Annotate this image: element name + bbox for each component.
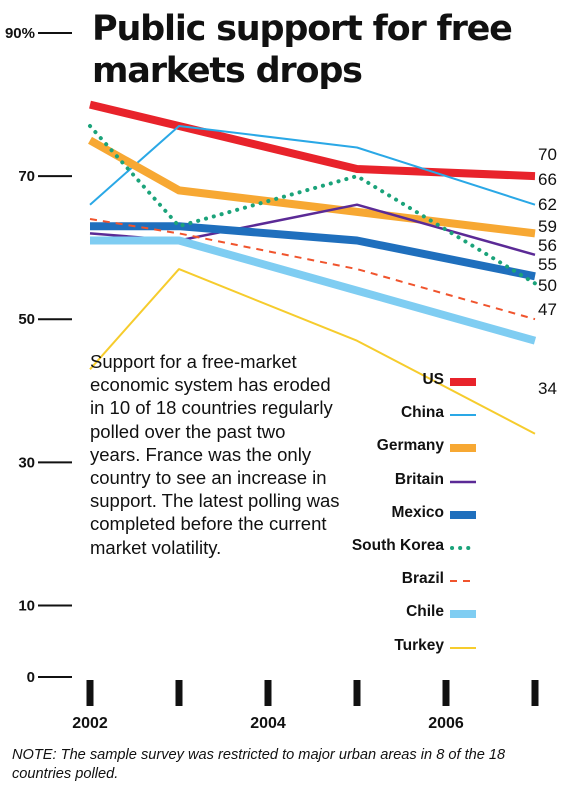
series-line-us bbox=[89, 100, 536, 181]
end-label-brazil: 50 bbox=[538, 276, 557, 295]
series-lines bbox=[88, 100, 537, 435]
legend-item-china: China bbox=[296, 401, 506, 434]
x-axis: 2002 2004 2006 bbox=[72, 680, 539, 732]
series-line-mexico bbox=[90, 222, 536, 281]
legend-item-turkey: Turkey bbox=[296, 634, 506, 667]
legend-label: US bbox=[422, 371, 444, 388]
chart-description: Support for a free-market economic syste… bbox=[90, 351, 340, 558]
series-line-china bbox=[89, 125, 536, 206]
end-label-china: 66 bbox=[538, 170, 557, 189]
legend-swatch bbox=[450, 480, 476, 483]
end-label-mexico: 56 bbox=[538, 236, 557, 255]
legend-item-mexico: Mexico bbox=[296, 501, 506, 534]
y-tick-label-30: 30 bbox=[18, 454, 35, 471]
legend-label: China bbox=[400, 404, 444, 422]
end-label-south-korea: 55 bbox=[538, 255, 557, 274]
legend-item-chile: Chile bbox=[296, 600, 506, 633]
legend-item-germany: Germany bbox=[296, 434, 506, 467]
x-tick-label-2004: 2004 bbox=[250, 715, 286, 732]
end-label-germany: 62 bbox=[538, 195, 557, 214]
legend-item-britain: Britain bbox=[296, 468, 506, 501]
x-tick-mark-2006 bbox=[442, 680, 450, 706]
end-label-turkey: 34 bbox=[538, 379, 557, 398]
x-tick-mark-2007 bbox=[531, 680, 539, 706]
legend-swatch bbox=[450, 444, 476, 453]
legend-swatch bbox=[450, 545, 478, 550]
x-tick-mark-2002 bbox=[86, 680, 94, 706]
x-tick-mark-2004 bbox=[264, 680, 272, 706]
legend-label: Brazil bbox=[401, 570, 444, 588]
legend-label: South Korea bbox=[351, 536, 444, 554]
legend-swatch bbox=[450, 378, 476, 386]
series-line-south-korea bbox=[88, 124, 537, 286]
x-tick-label-2006: 2006 bbox=[428, 715, 464, 732]
y-tick-label-50: 50 bbox=[18, 311, 35, 328]
legend-label: Turkey bbox=[394, 636, 444, 654]
legend-swatch bbox=[450, 646, 476, 649]
y-tick-label-70: 70 bbox=[18, 168, 35, 185]
series-line-turkey bbox=[89, 268, 536, 435]
legend-label: Mexico bbox=[391, 503, 444, 521]
x-tick-mark-2003 bbox=[175, 680, 183, 706]
legend-item-brazil: Brazil bbox=[296, 567, 506, 600]
series-line-brazil bbox=[89, 218, 536, 321]
series-line-chile bbox=[90, 236, 537, 345]
x-tick-label-2002: 2002 bbox=[72, 715, 108, 732]
legend-label: Germany bbox=[376, 437, 444, 455]
legend-swatch bbox=[450, 510, 476, 519]
legend-label: Chile bbox=[406, 603, 444, 621]
end-label-britain: 59 bbox=[538, 217, 557, 236]
legend-item-south-korea: South Korea bbox=[296, 534, 506, 567]
legend-label: Britain bbox=[394, 470, 444, 488]
y-tick-label-10: 10 bbox=[18, 597, 35, 614]
end-label-us: 70 bbox=[538, 145, 557, 164]
legend-item-us: US bbox=[296, 368, 506, 401]
legend-swatch bbox=[450, 610, 476, 619]
chart-title: Public support for free markets drops bbox=[92, 9, 513, 91]
legend-swatch bbox=[450, 414, 476, 417]
end-label-chile: 47 bbox=[538, 300, 557, 319]
chart-legend: US China Germany Britain Mexico South Korea Br… bbox=[296, 368, 506, 667]
y-tick-label-0: 0 bbox=[27, 669, 35, 686]
y-tick-label-90: 90% bbox=[5, 25, 35, 42]
y-axis: 0 10 30 50 70 90% bbox=[5, 25, 72, 686]
chart-note: NOTE: The sample survey was restricted t… bbox=[12, 747, 506, 782]
x-tick-mark-2005 bbox=[353, 680, 361, 706]
legend-swatch bbox=[450, 580, 476, 583]
